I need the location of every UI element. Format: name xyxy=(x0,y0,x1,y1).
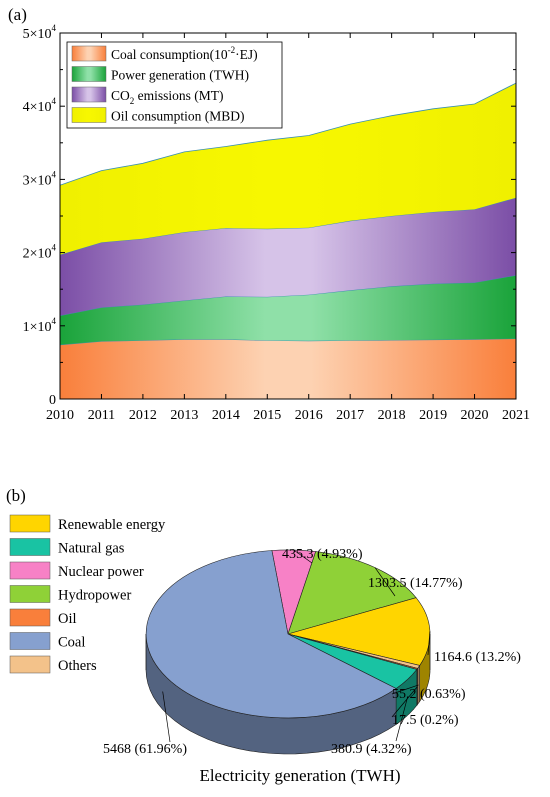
legend-swatch xyxy=(71,45,107,62)
x-tick-label: 2015 xyxy=(253,408,281,423)
legend-swatch xyxy=(9,538,51,556)
legend-swatch xyxy=(9,608,51,627)
legend-swatch xyxy=(71,86,107,103)
legend-swatch xyxy=(9,632,51,650)
legend-swatch xyxy=(71,66,107,82)
x-tick-label: 2013 xyxy=(170,408,198,423)
pie-data-labels: 435.3 (4.93%) 1303.5 (14.77%) 1164.6 (13.2… xyxy=(103,547,521,757)
legend-swatch xyxy=(71,107,107,123)
y-tick-label: 3×104 xyxy=(23,169,57,188)
area-oil-consumption-mbd- xyxy=(60,83,516,255)
legend-panel-b: Renewable energy Natural gas Nuclear power… xyxy=(9,514,166,674)
pie-chart-3d xyxy=(145,549,431,755)
y-tick-label: 0 xyxy=(49,393,56,408)
x-tick-label: 2014 xyxy=(212,408,240,423)
legend-entry-label: Coal xyxy=(58,635,85,651)
x-tick-label: 2019 xyxy=(419,408,447,423)
y-tick-label: 5×104 xyxy=(23,23,57,42)
x-tick-label: 2011 xyxy=(88,408,115,423)
legend-entry-label: Nuclear power xyxy=(58,564,144,580)
legend-entry-label: Coal consumption(10-2·EJ) xyxy=(111,45,258,62)
data-label: 17.5 (0.2%) xyxy=(392,713,459,728)
leader-line xyxy=(374,567,396,597)
leader-line xyxy=(391,684,419,695)
leader-line xyxy=(293,549,313,564)
legend-entry-label: CO2 emissions (MT) xyxy=(111,88,224,106)
pie-slice-hydropower xyxy=(287,551,417,635)
x-tick-label: 2010 xyxy=(46,408,74,423)
legend-entry-label: Power generation (TWH) xyxy=(111,68,249,83)
x-tick-label: 2016 xyxy=(295,408,323,423)
legend-swatch xyxy=(9,585,51,603)
x-tick-label: 2020 xyxy=(461,408,489,423)
legend-entry-label: Others xyxy=(58,658,97,674)
legend-entry-label: Renewable energy xyxy=(58,517,166,533)
y-tick-label: 2×104 xyxy=(23,243,57,262)
leader-line xyxy=(162,691,171,743)
y-tick-label: 1×104 xyxy=(23,316,57,335)
legend-entry-label: Oil xyxy=(58,611,77,627)
series-top-line xyxy=(59,82,517,186)
legend-swatch xyxy=(9,561,51,580)
data-label: 55.2 (0.63%) xyxy=(392,687,466,702)
panel-b-label: (b) xyxy=(6,486,26,505)
x-tick-label: 2021 xyxy=(502,408,530,423)
legend-entry-label: Natural gas xyxy=(58,541,125,557)
x-tick-label: 2018 xyxy=(378,408,406,423)
area-co2-emissions-mt- xyxy=(60,197,516,316)
data-label: 1164.6 (13.2%) xyxy=(434,650,521,665)
legend-swatch xyxy=(9,514,51,533)
legend-panel-a: Coal consumption(10-2·EJ) Power generatio… xyxy=(66,41,283,129)
leader-line xyxy=(391,686,418,718)
legend-swatch xyxy=(9,655,51,674)
x-axis-label: Electricity generation (TWH) xyxy=(199,766,400,785)
area-series-group xyxy=(59,82,517,399)
leader-line xyxy=(427,631,431,656)
x-tick-label: 2012 xyxy=(129,408,157,423)
data-label: 5468 (61.96%) xyxy=(103,742,187,757)
legend-entry-label: Oil consumption (MBD) xyxy=(111,109,245,124)
panel-a-label: (a) xyxy=(8,5,27,24)
y-tick-label: 4×104 xyxy=(23,96,57,115)
data-label: 380.9 (4.32%) xyxy=(331,742,412,757)
data-label: 1303.5 (14.77%) xyxy=(368,576,463,591)
data-label: 435.3 (4.93%) xyxy=(282,547,363,562)
pie-slice-coal xyxy=(145,550,397,719)
legend-entry-label: Hydropower xyxy=(58,588,131,604)
leader-line xyxy=(395,697,408,742)
area-power-generation-twh- xyxy=(60,275,516,345)
x-tick-label: 2017 xyxy=(336,408,364,423)
area-coal-consumption-10-2-ej- xyxy=(60,338,516,399)
axis-ticks: 2010 2011 2012 2013 2014 2015 2016 2017 2018 2019… xyxy=(23,23,530,423)
